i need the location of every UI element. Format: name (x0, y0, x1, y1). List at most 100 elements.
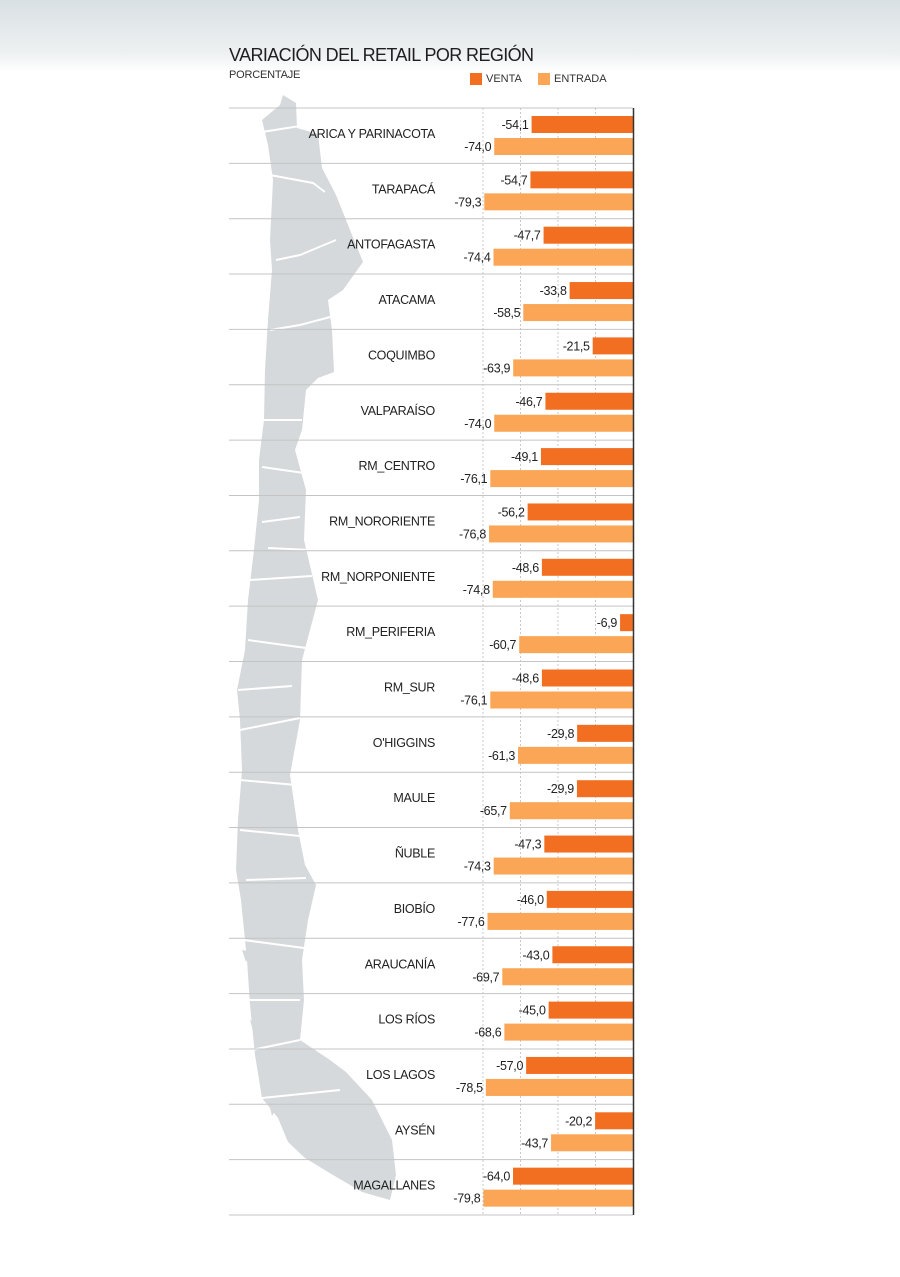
bar-venta (592, 337, 633, 355)
bar-venta (595, 1112, 633, 1130)
bar-entrada (494, 138, 633, 155)
bar-entrada (551, 1134, 633, 1152)
data-label-venta: -46,0 (517, 893, 544, 907)
data-label-venta: -54,7 (500, 173, 527, 187)
bar-venta (526, 1056, 633, 1074)
category-label: RM_PERIFERIA (346, 625, 436, 639)
category-label: RM_NORPONIENTE (321, 570, 435, 584)
data-label-venta: -48,6 (512, 672, 539, 686)
data-label-entrada: -60,7 (489, 638, 516, 652)
category-label: MAULE (393, 791, 435, 805)
bar-venta (544, 835, 633, 853)
data-label-entrada: -61,3 (488, 749, 515, 763)
category-label: RM_CENTRO (359, 459, 436, 473)
chart-title: VARIACIÓN DEL RETAIL POR REGIÓN (229, 45, 534, 65)
data-label-venta: -47,3 (514, 838, 541, 852)
bar-venta (569, 282, 633, 300)
data-label-entrada: -79,8 (453, 1192, 480, 1206)
bar-entrada (502, 968, 633, 986)
data-label-entrada: -58,5 (493, 306, 520, 320)
category-label: LOS LAGOS (366, 1068, 435, 1082)
bar-entrada (489, 525, 633, 543)
data-label-entrada: -69,7 (472, 970, 499, 984)
data-label-venta: -46,7 (515, 395, 542, 409)
bar-venta (576, 780, 633, 798)
data-label-entrada: -74,0 (464, 417, 491, 431)
bar-venta (545, 392, 633, 410)
category-label: MAGALLANES (353, 1179, 435, 1193)
bar-venta (513, 1167, 633, 1185)
map-region-borders (237, 125, 341, 1099)
legend-item-venta: VENTA (470, 73, 522, 85)
bar-entrada (490, 691, 633, 709)
legend-label-venta: VENTA (486, 73, 522, 85)
data-label-venta: -57,0 (496, 1059, 523, 1073)
category-label: TARAPACÁ (372, 181, 436, 196)
bar-entrada (519, 636, 633, 654)
data-label-entrada: -76,1 (460, 472, 487, 486)
legend-swatch-entrada (538, 73, 550, 85)
chile-map (236, 95, 396, 1200)
data-label-venta: -64,0 (483, 1170, 510, 1184)
bar-entrada (504, 1023, 633, 1041)
bar-venta (527, 503, 633, 521)
chart-subtitle: PORCENTAJE (229, 69, 301, 81)
category-label: AYSÉN (395, 1122, 435, 1137)
data-label-entrada: -74,3 (464, 860, 491, 874)
category-label: O'HIGGINS (373, 736, 435, 750)
category-label: VALPARAÍSO (361, 403, 436, 418)
bar-venta (620, 614, 633, 632)
data-label-entrada: -74,4 (464, 251, 491, 265)
category-label: COQUIMBO (368, 348, 436, 362)
data-label-venta: -29,8 (547, 727, 574, 741)
category-label: ANTOFAGASTA (347, 238, 436, 252)
data-label-entrada: -65,7 (480, 804, 507, 818)
bar-entrada (490, 470, 633, 488)
category-label: ARICA Y PARINACOTA (309, 127, 436, 141)
category-label: LOS RÍOS (378, 1012, 435, 1027)
bar-venta (552, 946, 633, 964)
data-label-venta: -54,1 (502, 118, 529, 132)
category-label: BIOBÍO (394, 901, 436, 916)
bar-venta (540, 448, 633, 466)
bar-entrada (492, 580, 633, 598)
bar-venta (541, 558, 633, 576)
bar-venta (531, 116, 633, 133)
bar-entrada (485, 1078, 633, 1096)
bar-entrada (487, 912, 633, 930)
data-label-venta: -21,5 (563, 339, 590, 353)
bar-entrada (518, 746, 633, 764)
bar-entrada (484, 193, 633, 211)
data-label-entrada: -76,1 (460, 694, 487, 708)
header-band (0, 0, 900, 72)
chile-map-silhouette (236, 95, 396, 1200)
data-label-entrada: -74,0 (464, 140, 491, 154)
data-label-venta: -45,0 (519, 1004, 546, 1018)
bar-venta (530, 171, 633, 189)
data-label-entrada: -76,8 (459, 527, 486, 541)
chart-area: ARICA Y PARINACOTA -54,1 -74,0 TARAPACÁ -54,… (229, 107, 635, 1216)
data-label-entrada: -79,3 (454, 195, 481, 209)
bar-entrada (493, 857, 633, 875)
data-label-venta: -49,1 (511, 450, 538, 464)
category-label: ARAUCANÍA (365, 956, 436, 971)
category-label: ÑUBLE (395, 847, 435, 861)
legend-label-entrada: ENTRADA (554, 73, 607, 85)
category-label: RM_SUR (384, 681, 435, 695)
data-label-entrada: -43,7 (521, 1136, 548, 1150)
category-label: ATACAMA (379, 293, 436, 307)
bar-venta (541, 669, 633, 687)
bar-venta (577, 724, 633, 742)
legend-item-entrada: ENTRADA (538, 73, 607, 85)
data-label-venta: -56,2 (498, 505, 525, 519)
data-label-venta: -6,9 (597, 616, 618, 630)
bar-entrada (494, 414, 633, 432)
data-label-entrada: -63,9 (483, 361, 510, 375)
bar-entrada (483, 1189, 633, 1207)
data-label-entrada: -77,6 (458, 915, 485, 929)
bar-venta (543, 226, 633, 244)
data-label-venta: -20,2 (565, 1114, 592, 1128)
data-label-entrada: -68,6 (474, 1026, 501, 1040)
data-label-entrada: -74,8 (463, 583, 490, 597)
